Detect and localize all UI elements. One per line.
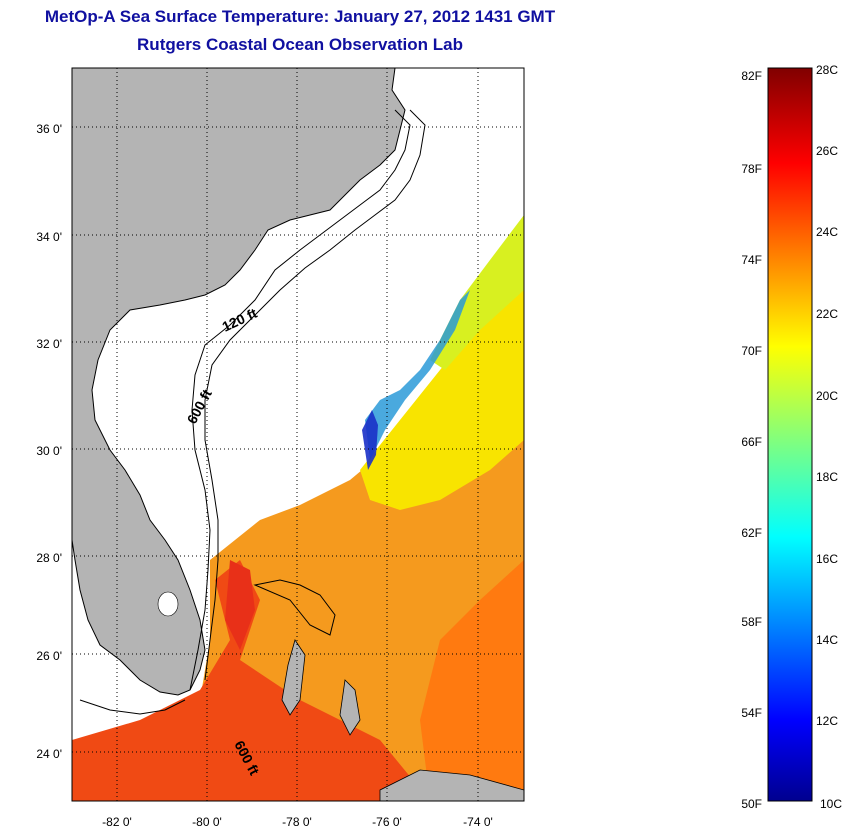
lat-label-32: 32 0' <box>36 337 62 351</box>
colorbar-f-50: 50F <box>741 797 762 811</box>
colorbar-f-66: 66F <box>741 435 762 449</box>
lon-label-80: -80 0' <box>192 815 222 829</box>
colorbar-c-12: 12C <box>816 714 838 728</box>
lake-okeechobee <box>157 591 179 617</box>
sst-field-bright-red <box>225 560 255 650</box>
sst-field-warm <box>72 300 524 801</box>
colorbar-c-20: 20C <box>816 389 838 403</box>
lon-label-82: -82 0' <box>102 815 132 829</box>
map-frame <box>71 67 525 802</box>
lat-label-24: 24 0' <box>36 747 62 761</box>
land-bahamas <box>281 639 306 716</box>
colorbar-f-78: 78F <box>741 162 762 176</box>
colorbar-f-62: 62F <box>741 526 762 540</box>
land-cuba <box>379 769 524 801</box>
colorbar-f-74: 74F <box>741 253 762 267</box>
graticule <box>72 68 524 801</box>
map-title: MetOp-A Sea Surface Temperature: January… <box>44 7 556 26</box>
lat-label-26: 26 0' <box>36 649 62 663</box>
lon-label-74: -74 0' <box>463 815 493 829</box>
lon-label-76: -76 0' <box>372 815 402 829</box>
sst-field-cold-edge <box>365 290 470 460</box>
colorbar-c-18: 18C <box>816 470 838 484</box>
colorbar-c-26: 26C <box>816 144 838 158</box>
lon-label-78: -78 0' <box>282 815 312 829</box>
sst-field-cold-core <box>362 410 378 470</box>
colorbar-f-54: 54F <box>741 706 762 720</box>
colorbar-f-58: 58F <box>741 615 762 629</box>
sst-field-orange-east <box>420 560 524 801</box>
colorbar-c-24: 24C <box>816 225 838 239</box>
lat-label-36: 36 0' <box>36 122 62 136</box>
florida-keys <box>79 699 186 715</box>
colorbar-f-70: 70F <box>741 344 762 358</box>
colorbar-c-16: 16C <box>816 552 838 566</box>
land-bahamas-east <box>339 679 361 736</box>
contour-600ft <box>204 109 426 681</box>
sst-field-red-south <box>72 560 430 801</box>
colorbar-c-10: 10C <box>820 797 842 811</box>
lat-label-28: 28 0' <box>36 551 62 565</box>
colorbar-c-22: 22C <box>816 307 838 321</box>
lat-label-30: 30 0' <box>36 444 62 458</box>
colorbar-gradient <box>767 67 813 802</box>
map-subtitle: Rutgers Coastal Ocean Observation Lab <box>137 35 463 54</box>
colorbar-f-82: 82F <box>741 69 762 83</box>
lat-label-34: 34 0' <box>36 230 62 244</box>
colorbar-c-14: 14C <box>816 633 838 647</box>
colorbar-c-28: 28C <box>816 63 838 77</box>
land-southeast-us <box>72 68 406 696</box>
